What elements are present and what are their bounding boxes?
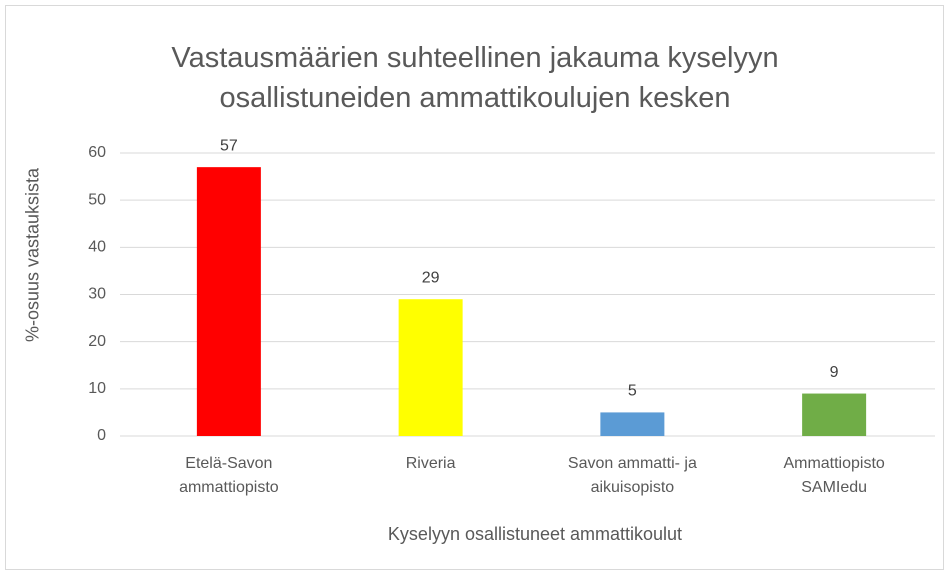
data-label: 5	[628, 383, 637, 400]
x-tick-label: Riveria	[405, 455, 456, 472]
x-tick-label: Ammattiopisto SAMIedu	[783, 455, 885, 496]
chart-title: Vastausmäärien suhteellinen jakauma kyse…	[171, 42, 779, 114]
x-tick-label: Etelä-Savon ammattiopisto	[179, 455, 279, 496]
y-tick-label: 20	[88, 333, 106, 350]
y-tick-label: 0	[97, 427, 106, 444]
chart-border	[5, 5, 944, 570]
y-tick-label: 50	[88, 191, 106, 208]
bar	[196, 167, 261, 436]
bar	[600, 412, 665, 436]
data-label: 57	[220, 137, 238, 154]
y-tick-label: 60	[88, 144, 106, 161]
bar	[802, 393, 867, 436]
data-label: 9	[830, 364, 839, 381]
x-axis-title: Kyselyyn osallistuneet ammattikoulut	[387, 524, 683, 544]
y-tick-label: 10	[88, 380, 106, 397]
y-tick-label: 30	[88, 286, 106, 303]
data-label: 29	[422, 269, 440, 286]
y-tick-label: 40	[88, 239, 106, 256]
y-axis-title: %-osuus vastauksista	[22, 167, 43, 343]
x-tick-label: Savon ammatti- ja aikuisopisto	[567, 455, 697, 496]
bar	[398, 299, 463, 436]
